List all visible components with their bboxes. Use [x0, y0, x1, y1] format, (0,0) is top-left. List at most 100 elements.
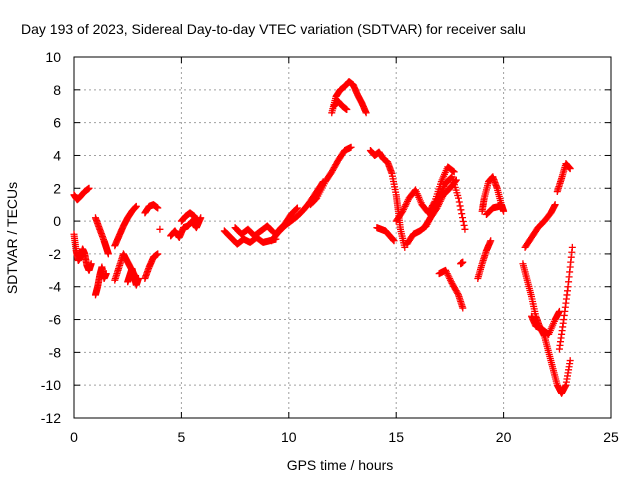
series-wave-c [420, 176, 460, 232]
data-point [452, 177, 460, 185]
data-point [433, 204, 441, 212]
y-tick-label: 6 [53, 115, 61, 131]
x-axis-label: GPS time / hours [287, 457, 394, 473]
y-axis: -12 -10 -8 -6 -4 -2 0 2 4 6 8 10 [41, 49, 611, 426]
series-wave-d [435, 266, 467, 312]
data-point [457, 206, 465, 214]
series-peak [328, 78, 370, 117]
data-point [399, 207, 407, 215]
data-point [454, 194, 462, 202]
y-tick-label: 4 [53, 147, 61, 163]
data-point [458, 210, 466, 218]
data-point [195, 219, 203, 227]
data-point [455, 198, 463, 206]
data-point [435, 199, 443, 207]
series-morning-b [177, 209, 203, 227]
x-tick-label: 25 [603, 429, 619, 445]
data-point [454, 289, 462, 297]
data-point [443, 270, 451, 278]
series-deep-b [528, 307, 563, 338]
data-point [444, 271, 452, 279]
series-peak-b [330, 97, 351, 114]
series-deep-c [521, 201, 559, 251]
data-point [446, 276, 454, 284]
data-point [268, 227, 276, 235]
data-point [104, 250, 112, 258]
data-point [459, 218, 467, 226]
data-point [566, 165, 574, 173]
x-tick-label: 5 [178, 429, 186, 445]
series-rise-c [306, 143, 355, 209]
data-point [460, 221, 468, 229]
data-point [402, 201, 410, 209]
y-tick-label: -4 [49, 279, 62, 295]
x-tick-label: 0 [70, 429, 78, 445]
y-tick-label: -12 [41, 410, 61, 426]
data-point [456, 202, 464, 210]
y-axis-label: SDTVAR / TECUs [4, 182, 20, 294]
y-tick-label: 10 [45, 49, 61, 65]
data-point [292, 206, 300, 214]
data-point [403, 199, 411, 207]
data-point [566, 357, 574, 365]
data-point [434, 202, 442, 210]
series-early-i [141, 201, 162, 217]
data-point [403, 197, 411, 205]
data-point [436, 197, 444, 205]
data-point [390, 237, 398, 245]
series-early-b [70, 230, 95, 274]
data-point [343, 106, 351, 114]
data-point [446, 275, 454, 283]
series-wave-e [457, 258, 467, 268]
series-late-b [474, 237, 495, 283]
series-rise-b [274, 204, 301, 235]
data-point [487, 237, 495, 245]
x-tick-label: 10 [281, 429, 297, 445]
data-point [445, 273, 453, 281]
data-point [311, 196, 319, 204]
data-points [70, 78, 576, 397]
data-point [154, 204, 162, 212]
series-deep-a [519, 260, 574, 397]
data-point [447, 278, 455, 286]
series-after-peak-b [373, 224, 398, 245]
data-point [401, 202, 409, 210]
data-point [461, 225, 469, 233]
series-early-j [156, 225, 164, 233]
data-point [568, 243, 576, 251]
series-early-f [111, 202, 140, 250]
data-point [362, 109, 370, 117]
data-point [459, 304, 467, 312]
y-tick-label: 8 [53, 82, 61, 98]
data-point [293, 204, 301, 212]
y-tick-label: -8 [49, 344, 62, 360]
data-point [495, 202, 503, 210]
data-point [102, 270, 110, 278]
chart-title: Day 193 of 2023, Sidereal Day-to-day VTE… [21, 21, 526, 37]
data-point [85, 184, 93, 192]
series-early-h [141, 250, 162, 283]
data-point [440, 183, 448, 191]
data-point [134, 275, 142, 283]
series-early-a [70, 184, 93, 204]
x-tick-label: 20 [496, 429, 512, 445]
series-deep-e [555, 243, 576, 353]
series-early-g [124, 265, 142, 289]
series-after-peak [366, 147, 409, 251]
y-tick-label: 0 [53, 213, 61, 229]
data-point [347, 143, 355, 151]
y-tick-label: -6 [49, 312, 62, 328]
x-axis: 0 5 10 15 20 25 [70, 57, 619, 445]
data-point [452, 176, 460, 184]
data-point [156, 225, 164, 233]
series-deep-d [553, 160, 574, 196]
data-point [293, 205, 301, 213]
series-late-a [478, 173, 508, 215]
data-point [442, 268, 450, 276]
data-point [435, 201, 443, 209]
series-early-c [91, 263, 110, 299]
x-tick-label: 15 [388, 429, 404, 445]
data-point [459, 214, 467, 222]
data-point [450, 168, 458, 176]
